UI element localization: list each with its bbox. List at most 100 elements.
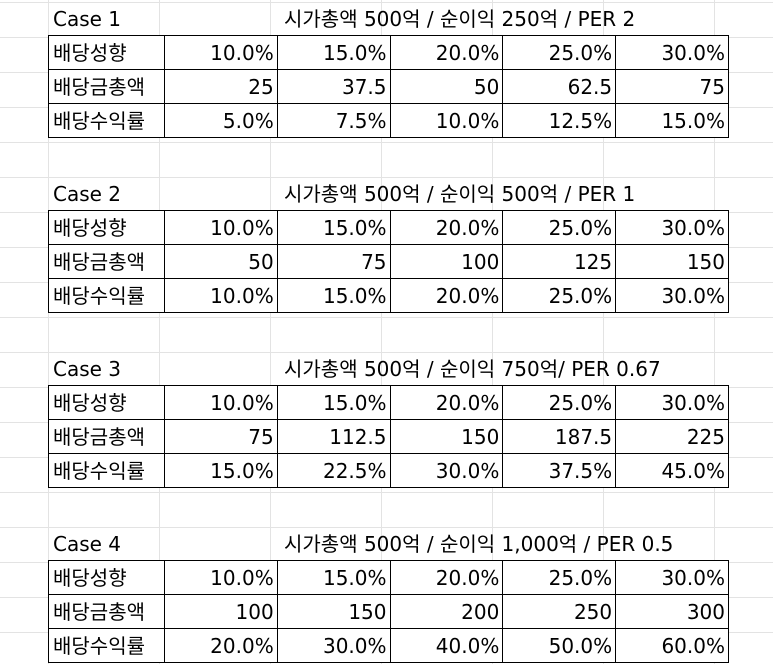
total-dividend-cell[interactable]: 250 bbox=[502, 594, 617, 629]
payout-ratio-cell[interactable]: 20.0% bbox=[389, 560, 504, 595]
row-label-total-dividend[interactable]: 배당금총액 bbox=[48, 594, 165, 629]
total-dividend-cell[interactable]: 300 bbox=[615, 594, 729, 629]
case-label[interactable]: Case 1 bbox=[53, 7, 122, 31]
payout-ratio-cell[interactable]: 30.0% bbox=[615, 210, 729, 245]
table-row-total-dividend: 배당금총액 75 112.5 150 187.5 225 bbox=[48, 419, 729, 454]
case-label[interactable]: Case 4 bbox=[53, 532, 122, 556]
payout-ratio-cell[interactable]: 30.0% bbox=[615, 385, 729, 420]
total-dividend-cell[interactable]: 150 bbox=[276, 594, 391, 629]
payout-ratio-cell[interactable]: 25.0% bbox=[502, 35, 617, 70]
dividend-yield-cell[interactable]: 30.0% bbox=[389, 453, 504, 488]
total-dividend-cell[interactable]: 50 bbox=[389, 69, 504, 104]
dividend-yield-cell[interactable]: 15.0% bbox=[615, 103, 729, 138]
case-description[interactable]: 시가총액 500억 / 순이익 250억 / PER 2 bbox=[284, 7, 636, 31]
case-block-4: Case 4 시가총액 500억 / 순이익 1,000억 / PER 0.5 … bbox=[48, 527, 729, 663]
row-label-dividend-yield[interactable]: 배당수익률 bbox=[48, 103, 165, 138]
payout-ratio-cell[interactable]: 10.0% bbox=[163, 210, 278, 245]
payout-ratio-cell[interactable]: 20.0% bbox=[389, 35, 504, 70]
payout-ratio-cell[interactable]: 30.0% bbox=[615, 560, 729, 595]
payout-ratio-cell[interactable]: 15.0% bbox=[276, 560, 391, 595]
case-block-2: Case 2 시가총액 500억 / 순이익 500억 / PER 1 배당성향… bbox=[48, 177, 729, 313]
total-dividend-cell[interactable]: 150 bbox=[615, 244, 729, 279]
dividend-yield-cell[interactable]: 22.5% bbox=[276, 453, 391, 488]
dividend-yield-cell[interactable]: 20.0% bbox=[389, 278, 504, 313]
payout-ratio-cell[interactable]: 25.0% bbox=[502, 210, 617, 245]
table-row-dividend-yield: 배당수익률 5.0% 7.5% 10.0% 12.5% 15.0% bbox=[48, 103, 729, 138]
row-label-total-dividend[interactable]: 배당금총액 bbox=[48, 69, 165, 104]
row-label-payout-ratio[interactable]: 배당성향 bbox=[48, 35, 165, 70]
total-dividend-cell[interactable]: 75 bbox=[276, 244, 391, 279]
dividend-yield-cell[interactable]: 30.0% bbox=[615, 278, 729, 313]
case-table: 배당성향 10.0% 15.0% 20.0% 25.0% 30.0% 배당금총액… bbox=[48, 385, 729, 488]
dividend-yield-cell[interactable]: 12.5% bbox=[502, 103, 617, 138]
case-table: 배당성향 10.0% 15.0% 20.0% 25.0% 30.0% 배당금총액… bbox=[48, 210, 729, 313]
dividend-yield-cell[interactable]: 5.0% bbox=[163, 103, 278, 138]
case-header: Case 4 시가총액 500억 / 순이익 1,000억 / PER 0.5 bbox=[48, 527, 729, 560]
dividend-yield-cell[interactable]: 10.0% bbox=[163, 278, 278, 313]
total-dividend-cell[interactable]: 200 bbox=[389, 594, 504, 629]
total-dividend-cell[interactable]: 187.5 bbox=[502, 419, 617, 454]
payout-ratio-cell[interactable]: 10.0% bbox=[163, 385, 278, 420]
row-label-payout-ratio[interactable]: 배당성향 bbox=[48, 560, 165, 595]
dividend-yield-cell[interactable]: 40.0% bbox=[389, 628, 504, 663]
dividend-yield-cell[interactable]: 25.0% bbox=[502, 278, 617, 313]
table-row-payout-ratio: 배당성향 10.0% 15.0% 20.0% 25.0% 30.0% bbox=[48, 560, 729, 595]
total-dividend-cell[interactable]: 62.5 bbox=[502, 69, 617, 104]
payout-ratio-cell[interactable]: 20.0% bbox=[389, 385, 504, 420]
table-row-payout-ratio: 배당성향 10.0% 15.0% 20.0% 25.0% 30.0% bbox=[48, 210, 729, 245]
dividend-yield-cell[interactable]: 10.0% bbox=[389, 103, 504, 138]
dividend-yield-cell[interactable]: 50.0% bbox=[502, 628, 617, 663]
dividend-yield-cell[interactable]: 7.5% bbox=[276, 103, 391, 138]
row-label-dividend-yield[interactable]: 배당수익률 bbox=[48, 628, 165, 663]
payout-ratio-cell[interactable]: 25.0% bbox=[502, 385, 617, 420]
row-label-total-dividend[interactable]: 배당금총액 bbox=[48, 244, 165, 279]
total-dividend-cell[interactable]: 50 bbox=[163, 244, 278, 279]
dividend-yield-cell[interactable]: 37.5% bbox=[502, 453, 617, 488]
total-dividend-cell[interactable]: 75 bbox=[615, 69, 729, 104]
payout-ratio-cell[interactable]: 20.0% bbox=[389, 210, 504, 245]
table-row-dividend-yield: 배당수익률 15.0% 22.5% 30.0% 37.5% 45.0% bbox=[48, 453, 729, 488]
total-dividend-cell[interactable]: 125 bbox=[502, 244, 617, 279]
row-label-total-dividend[interactable]: 배당금총액 bbox=[48, 419, 165, 454]
case-description[interactable]: 시가총액 500억 / 순이익 750억/ PER 0.67 bbox=[284, 357, 661, 381]
table-row-payout-ratio: 배당성향 10.0% 15.0% 20.0% 25.0% 30.0% bbox=[48, 385, 729, 420]
case-header: Case 3 시가총액 500억 / 순이익 750억/ PER 0.67 bbox=[48, 352, 729, 385]
total-dividend-cell[interactable]: 100 bbox=[163, 594, 278, 629]
payout-ratio-cell[interactable]: 15.0% bbox=[276, 385, 391, 420]
total-dividend-cell[interactable]: 37.5 bbox=[276, 69, 391, 104]
case-block-1: Case 1 시가총액 500억 / 순이익 250억 / PER 2 배당성향… bbox=[48, 2, 729, 138]
case-table: 배당성향 10.0% 15.0% 20.0% 25.0% 30.0% 배당금총액… bbox=[48, 560, 729, 663]
total-dividend-cell[interactable]: 150 bbox=[389, 419, 504, 454]
row-label-dividend-yield[interactable]: 배당수익률 bbox=[48, 278, 165, 313]
table-row-total-dividend: 배당금총액 100 150 200 250 300 bbox=[48, 594, 729, 629]
total-dividend-cell[interactable]: 225 bbox=[615, 419, 729, 454]
row-label-payout-ratio[interactable]: 배당성향 bbox=[48, 385, 165, 420]
row-label-payout-ratio[interactable]: 배당성향 bbox=[48, 210, 165, 245]
payout-ratio-cell[interactable]: 10.0% bbox=[163, 35, 278, 70]
table-row-dividend-yield: 배당수익률 10.0% 15.0% 20.0% 25.0% 30.0% bbox=[48, 278, 729, 313]
dividend-yield-cell[interactable]: 30.0% bbox=[276, 628, 391, 663]
payout-ratio-cell[interactable]: 15.0% bbox=[276, 35, 391, 70]
total-dividend-cell[interactable]: 75 bbox=[163, 419, 278, 454]
dividend-yield-cell[interactable]: 60.0% bbox=[615, 628, 729, 663]
payout-ratio-cell[interactable]: 25.0% bbox=[502, 560, 617, 595]
case-label[interactable]: Case 3 bbox=[53, 357, 122, 381]
payout-ratio-cell[interactable]: 30.0% bbox=[615, 35, 729, 70]
payout-ratio-cell[interactable]: 15.0% bbox=[276, 210, 391, 245]
table-row-dividend-yield: 배당수익률 20.0% 30.0% 40.0% 50.0% 60.0% bbox=[48, 628, 729, 663]
payout-ratio-cell[interactable]: 10.0% bbox=[163, 560, 278, 595]
case-description[interactable]: 시가총액 500억 / 순이익 1,000억 / PER 0.5 bbox=[284, 532, 674, 556]
case-description[interactable]: 시가총액 500억 / 순이익 500억 / PER 1 bbox=[284, 182, 636, 206]
row-label-dividend-yield[interactable]: 배당수익률 bbox=[48, 453, 165, 488]
total-dividend-cell[interactable]: 100 bbox=[389, 244, 504, 279]
dividend-yield-cell[interactable]: 20.0% bbox=[163, 628, 278, 663]
case-table: 배당성향 10.0% 15.0% 20.0% 25.0% 30.0% 배당금총액… bbox=[48, 35, 729, 138]
case-label[interactable]: Case 2 bbox=[53, 182, 122, 206]
total-dividend-cell[interactable]: 25 bbox=[163, 69, 278, 104]
case-header: Case 2 시가총액 500억 / 순이익 500억 / PER 1 bbox=[48, 177, 729, 210]
total-dividend-cell[interactable]: 112.5 bbox=[276, 419, 391, 454]
dividend-yield-cell[interactable]: 15.0% bbox=[276, 278, 391, 313]
dividend-yield-cell[interactable]: 15.0% bbox=[163, 453, 278, 488]
dividend-yield-cell[interactable]: 45.0% bbox=[615, 453, 729, 488]
